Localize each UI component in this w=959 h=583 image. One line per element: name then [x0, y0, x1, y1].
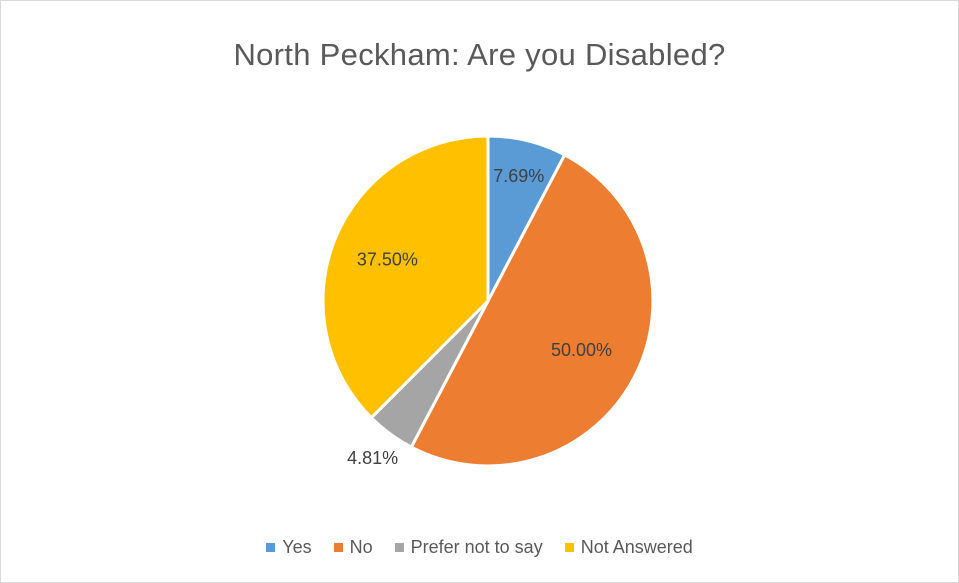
chart-legend: Yes No Prefer not to say Not Answered — [1, 537, 958, 558]
pie-slice-not-answered — [321, 134, 490, 420]
legend-swatch-prefer-not-to-say — [394, 543, 404, 552]
data-label-yes: 7.69% — [493, 166, 544, 186]
pie-slice-no — [409, 153, 655, 468]
legend-item-no: No — [333, 537, 373, 558]
legend-swatch-not-answered — [564, 543, 574, 552]
data-label-prefer-not-to-say: 4.81% — [347, 448, 398, 468]
data-label-not-answered: 37.50% — [357, 249, 418, 269]
data-label-no: 50.00% — [551, 340, 612, 360]
legend-swatch-yes — [266, 543, 276, 552]
legend-label-prefer-not-to-say: Prefer not to say — [410, 537, 543, 557]
legend-label-no: No — [349, 537, 373, 557]
legend-label-not-answered: Not Answered — [580, 537, 693, 557]
legend-swatch-no — [333, 543, 343, 552]
legend-label-yes: Yes — [282, 537, 312, 557]
chart-title: North Peckham: Are you Disabled? — [233, 37, 726, 72]
legend-item-prefer-not-to-say: Prefer not to say — [394, 537, 543, 558]
legend-item-yes: Yes — [266, 537, 312, 558]
legend-item-not-answered: Not Answered — [564, 537, 693, 558]
